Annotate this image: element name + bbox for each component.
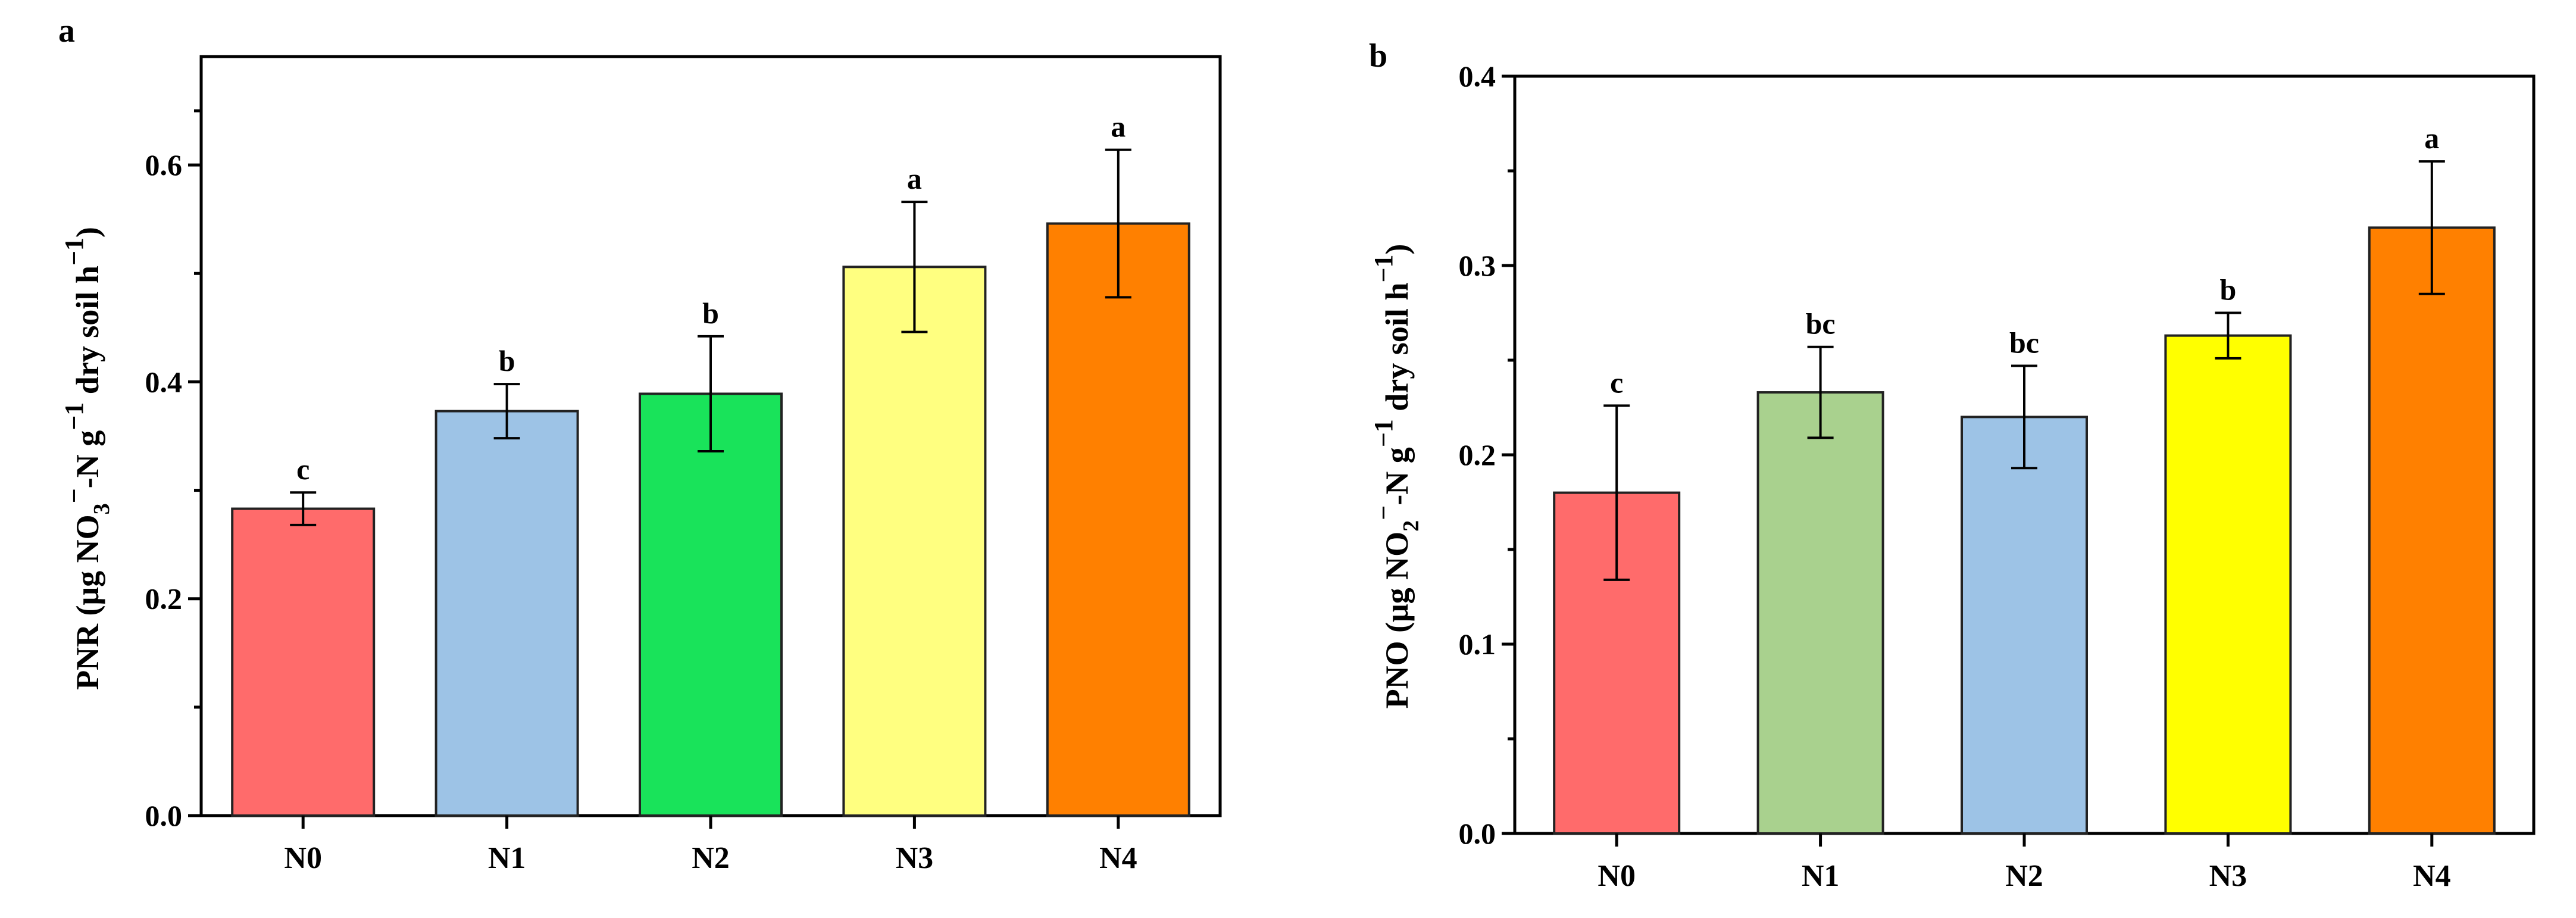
panel-label-b: b bbox=[1369, 38, 1387, 74]
x-tick-label-a-N2: N2 bbox=[692, 841, 730, 875]
y-tick-label-a-0: 0.0 bbox=[145, 799, 183, 832]
y-axis-title-a: PNR (μg NO3−-N g−1 dry soil h−1) bbox=[60, 227, 114, 690]
x-tick-label-b-N4: N4 bbox=[2413, 859, 2451, 893]
bar-b-N2 bbox=[1961, 416, 2088, 835]
y-tick-label-b-2: 0.2 bbox=[1459, 438, 1496, 472]
bar-a-N2 bbox=[639, 392, 783, 817]
chart-panel-a: a PNR (μg NO3−-N g−1 dry soil h−1) 0.0 0.… bbox=[58, 13, 1222, 875]
bar-b-N4 bbox=[2368, 226, 2496, 835]
x-tick-label-b-N1: N1 bbox=[1802, 859, 1840, 893]
significance-label-a-N4: a bbox=[1111, 110, 1126, 143]
x-tick-label-b-N3: N3 bbox=[2209, 859, 2247, 893]
significance-label-a-N0: c bbox=[296, 452, 310, 486]
y-tick-label-b-0: 0.0 bbox=[1459, 817, 1496, 850]
bar-b-N3 bbox=[2164, 334, 2292, 835]
y-tick-label-b-4: 0.4 bbox=[1459, 60, 1496, 93]
x-tick-label-a-N1: N1 bbox=[488, 841, 526, 875]
panel-label-a: a bbox=[58, 13, 75, 49]
significance-label-b-N2: bc bbox=[2009, 326, 2039, 360]
bar-a-N0 bbox=[231, 507, 376, 817]
chart-panel-b: b PNO (μg NO2−-N g−1 dry soil h−1) 0.0 0.… bbox=[1369, 38, 2536, 893]
bar-a-N3 bbox=[842, 266, 987, 817]
x-tick-label-a-N3: N3 bbox=[896, 841, 934, 875]
y-tick-label-b-3: 0.3 bbox=[1459, 249, 1496, 282]
y-tick-label-a-3: 0.6 bbox=[145, 148, 183, 182]
x-tick-label-a-N0: N0 bbox=[284, 841, 322, 875]
bar-b-N1 bbox=[1756, 391, 1884, 835]
x-tick-label-b-N0: N0 bbox=[1598, 859, 1636, 893]
significance-label-b-N3: b bbox=[2219, 273, 2236, 307]
bar-a-N4 bbox=[1046, 222, 1190, 817]
significance-label-a-N2: b bbox=[702, 296, 719, 330]
y-tick-label-a-2: 0.4 bbox=[145, 365, 183, 398]
significance-label-b-N1: bc bbox=[1806, 307, 1836, 341]
bar-a-N1 bbox=[434, 410, 579, 817]
x-tick-label-a-N4: N4 bbox=[1099, 841, 1137, 875]
x-tick-label-b-N2: N2 bbox=[2005, 859, 2043, 893]
y-tick-label-b-1: 0.1 bbox=[1459, 627, 1496, 661]
y-tick-label-a-1: 0.2 bbox=[145, 582, 183, 616]
significance-label-a-N1: b bbox=[499, 344, 515, 377]
significance-label-b-N4: a bbox=[2424, 121, 2439, 155]
significance-label-a-N3: a bbox=[907, 162, 922, 195]
y-axis-title-b: PNO (μg NO2−-N g−1 dry soil h−1) bbox=[1369, 244, 1424, 709]
significance-label-b-N0: c bbox=[1610, 366, 1623, 399]
